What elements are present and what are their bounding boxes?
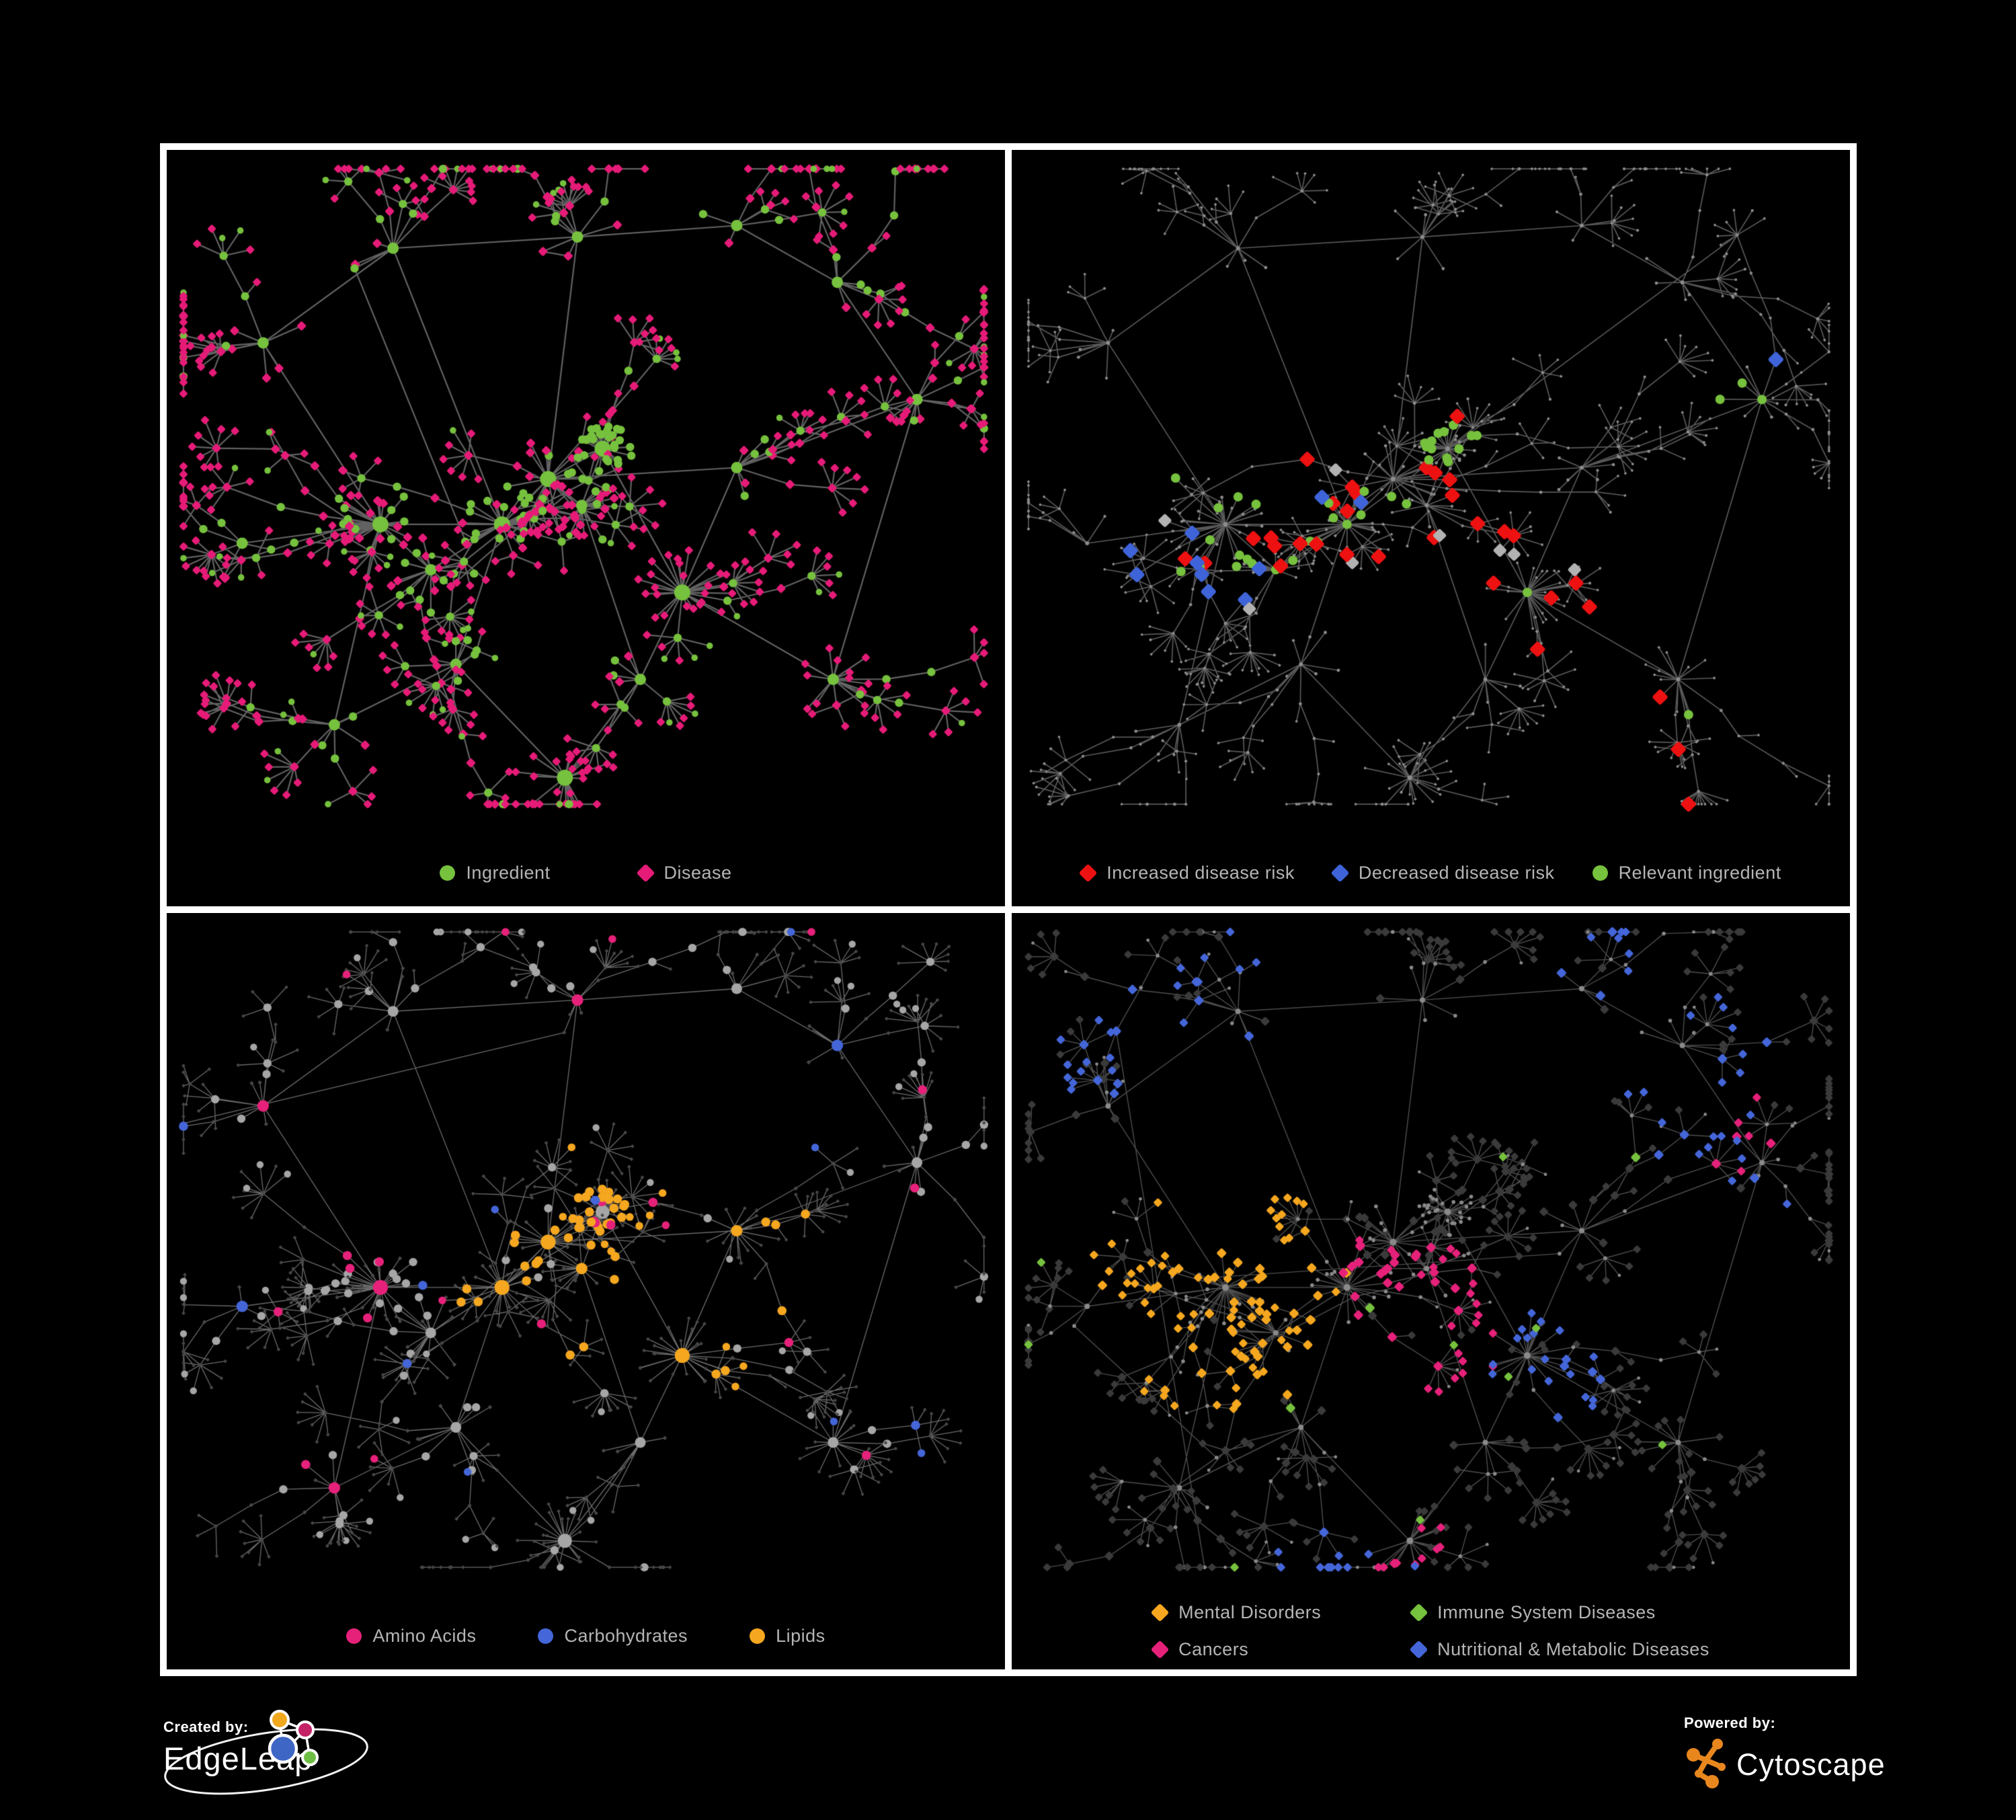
legend-item: Nutritional & Metabolic Diseases: [1409, 1639, 1709, 1660]
panel-disease-risk: Increased disease risk Decreased disease…: [1012, 150, 1850, 906]
carbohydrates-marker-icon: [538, 1628, 554, 1644]
legend-item: Disease: [636, 863, 732, 883]
decreased-risk-marker-icon: [1330, 863, 1350, 883]
network-canvas-ingredient-categories: [167, 913, 1005, 1669]
legend-item: Amino Acids: [346, 1626, 476, 1647]
ingredient-marker-icon: [440, 865, 456, 881]
legend-item: Carbohydrates: [538, 1626, 688, 1647]
nutritional-metabolic-marker-icon: [1409, 1640, 1428, 1659]
mental-disorders-marker-icon: [1150, 1603, 1170, 1622]
legend-disease-risk: Increased disease risk Decreased disease…: [1012, 863, 1850, 883]
legend-label: Disease: [663, 863, 732, 883]
increased-risk-marker-icon: [1078, 863, 1098, 883]
legend-item: Relevant ingredient: [1592, 863, 1781, 883]
legend-item: Cancers: [1150, 1639, 1411, 1660]
legend-label: Lipids: [776, 1626, 825, 1646]
legend-disease-categories: Mental Disorders Immune System Diseases …: [1012, 1602, 1850, 1660]
legend-label: Carbohydrates: [564, 1626, 688, 1646]
legend-item: Ingredient: [440, 863, 550, 883]
created-by-block: Created by: EdgeLeap: [163, 1718, 313, 1777]
legend-label: Nutritional & Metabolic Diseases: [1437, 1639, 1709, 1659]
legend-label: Mental Disorders: [1178, 1602, 1322, 1622]
network-canvas-disease-risk: [1012, 150, 1850, 906]
legend-item: Increased disease risk: [1078, 863, 1295, 883]
legend-item: Immune System Diseases: [1409, 1602, 1709, 1623]
cytoscape-logo-icon: [1687, 1739, 1726, 1788]
legend-item: Mental Disorders: [1150, 1602, 1411, 1623]
legend-label: Relevant ingredient: [1618, 863, 1781, 883]
created-by-label: Created by:: [163, 1718, 249, 1735]
powered-by-block: Powered by: Cytoscape: [1684, 1714, 1886, 1795]
relevant-ingredient-marker-icon: [1592, 865, 1608, 881]
legend-item: Decreased disease risk: [1330, 863, 1555, 883]
legend-label: Immune System Diseases: [1437, 1602, 1656, 1622]
disease-marker-icon: [636, 863, 655, 883]
legend-label: Decreased disease risk: [1358, 863, 1555, 883]
network-canvas-ingredient-disease: [167, 150, 1005, 906]
legend-label: Ingredient: [466, 863, 551, 883]
panel-ingredient-categories: Amino Acids Carbohydrates Lipids: [167, 913, 1005, 1669]
edgeleap-brand-text: EdgeLeap: [163, 1741, 313, 1776]
panel-ingredient-disease: Ingredient Disease: [167, 150, 1005, 906]
cancers-marker-icon: [1150, 1640, 1170, 1659]
amino-acids-marker-icon: [346, 1628, 362, 1644]
cytoscape-brand-text: Cytoscape: [1736, 1747, 1886, 1782]
legend-ingredient-categories: Amino Acids Carbohydrates Lipids: [167, 1626, 1005, 1647]
immune-system-diseases-marker-icon: [1409, 1603, 1428, 1622]
legend-label: Increased disease risk: [1106, 863, 1295, 883]
legend-label: Cancers: [1178, 1639, 1249, 1659]
network-canvas-disease-categories: [1012, 913, 1850, 1669]
lipids-marker-icon: [750, 1628, 766, 1644]
powered-by-label: Powered by:: [1684, 1714, 1776, 1731]
figure-frame: Ingredient Disease Increased disease ris…: [160, 143, 1857, 1676]
legend-label: Amino Acids: [372, 1626, 477, 1646]
legend-item: Lipids: [750, 1626, 825, 1647]
legend-ingredient-disease: Ingredient Disease: [167, 863, 1005, 883]
panel-disease-categories: Mental Disorders Immune System Diseases …: [1012, 913, 1850, 1669]
